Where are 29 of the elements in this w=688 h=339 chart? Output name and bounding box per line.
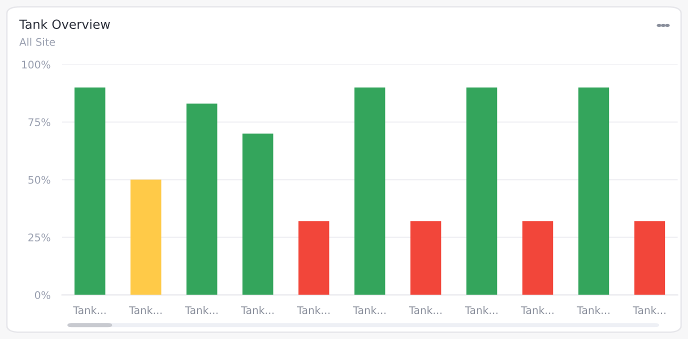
x-tick-label: Tank... xyxy=(185,306,218,314)
bar xyxy=(522,221,554,295)
x-tick-label: Tank... xyxy=(73,306,106,314)
bar xyxy=(74,87,106,295)
x-tick-label: Tank... xyxy=(129,306,162,314)
x-tick-label: Tank... xyxy=(408,306,442,314)
bar xyxy=(242,134,274,295)
x-tick-label: Tank... xyxy=(241,306,274,314)
y-tick-label: 50% xyxy=(28,176,50,184)
bar xyxy=(130,180,162,295)
x-tick-label: Tank... xyxy=(632,306,666,314)
x-tick-label: Tank... xyxy=(296,306,330,314)
y-tick-label: 100% xyxy=(22,60,50,69)
bar xyxy=(354,87,386,295)
bar xyxy=(578,87,610,295)
x-tick-label: Tank... xyxy=(352,306,386,314)
chart-title: Tank Overview xyxy=(19,19,110,29)
bar xyxy=(410,221,442,295)
bar xyxy=(298,221,330,295)
bar xyxy=(634,221,666,295)
chart-subtitle: All Site xyxy=(19,38,55,46)
x-tick-label: Tank... xyxy=(520,306,554,314)
y-tick-label: 25% xyxy=(28,234,50,242)
x-tick-label: Tank... xyxy=(464,306,498,314)
bar xyxy=(186,104,218,295)
bar xyxy=(466,87,498,295)
y-tick-label: 75% xyxy=(28,118,50,126)
x-tick-label: Tank... xyxy=(576,306,610,314)
y-tick-label: 0% xyxy=(34,291,50,300)
